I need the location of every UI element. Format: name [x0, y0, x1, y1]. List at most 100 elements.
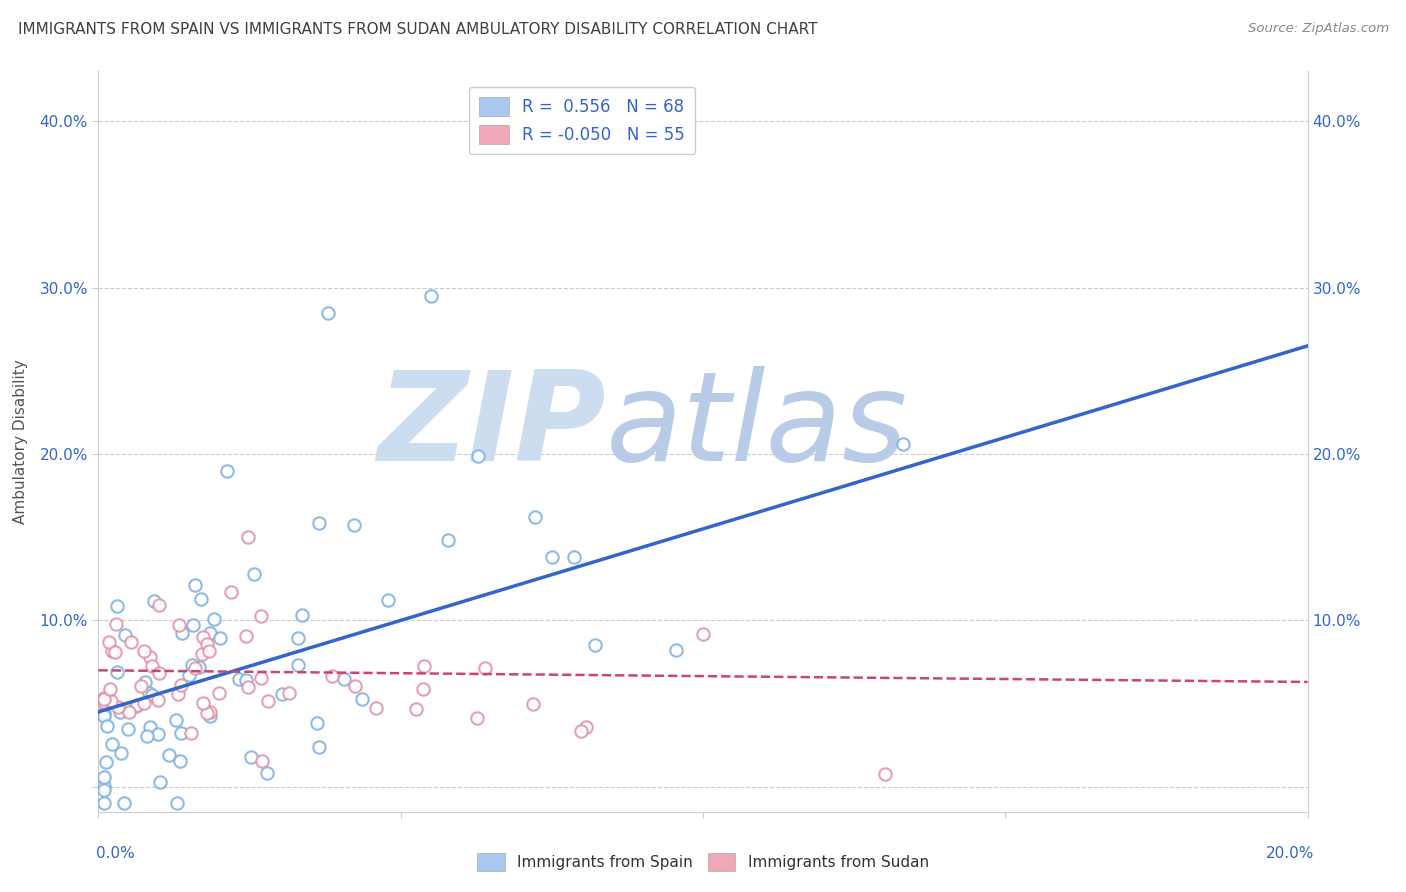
Y-axis label: Ambulatory Disability: Ambulatory Disability: [14, 359, 28, 524]
Point: [465, 711, 488, 725]
Point: [569, 724, 592, 739]
Point: [141, 658, 163, 673]
Point: [104, 645, 127, 659]
Point: [148, 727, 170, 741]
Point: [98, 681, 121, 696]
Point: [105, 599, 128, 614]
Point: [187, 659, 209, 673]
Point: [308, 739, 330, 754]
Point: [93, 690, 115, 705]
Point: [316, 305, 339, 319]
Point: [138, 650, 160, 665]
Point: [141, 688, 163, 702]
Point: [93, 691, 115, 706]
Point: [541, 550, 564, 565]
Point: [110, 705, 132, 719]
Point: [181, 658, 204, 673]
Point: [117, 723, 139, 737]
Point: [134, 644, 156, 658]
Point: [287, 632, 309, 646]
Point: [333, 672, 356, 686]
Point: [250, 672, 273, 686]
Point: [184, 661, 207, 675]
Point: [893, 437, 915, 451]
Point: [200, 708, 222, 723]
Point: [215, 464, 238, 478]
Point: [93, 782, 115, 797]
Point: [107, 699, 129, 714]
Point: [195, 637, 218, 651]
Point: [278, 686, 301, 700]
Point: [105, 665, 128, 680]
Point: [291, 607, 314, 622]
Point: [287, 657, 309, 672]
Point: [170, 678, 193, 692]
Point: [270, 688, 292, 702]
Point: [170, 626, 193, 640]
Point: [198, 705, 221, 719]
Point: [195, 706, 218, 721]
Point: [149, 775, 172, 789]
Point: [120, 635, 142, 649]
Point: [181, 618, 204, 632]
Text: 20.0%: 20.0%: [1267, 847, 1315, 861]
Legend: Immigrants from Spain, Immigrants from Sudan: Immigrants from Spain, Immigrants from S…: [471, 847, 935, 877]
Point: [93, 797, 115, 811]
Point: [139, 720, 162, 734]
Text: IMMIGRANTS FROM SPAIN VS IMMIGRANTS FROM SUDAN AMBULATORY DISABILITY CORRELATION: IMMIGRANTS FROM SPAIN VS IMMIGRANTS FROM…: [18, 22, 818, 37]
Point: [179, 667, 201, 681]
Point: [114, 628, 136, 642]
Point: [198, 626, 221, 640]
Point: [235, 629, 257, 643]
Point: [110, 746, 132, 760]
Point: [157, 747, 180, 762]
Point: [105, 616, 128, 631]
Point: [436, 533, 458, 547]
Point: [344, 679, 367, 693]
Legend: R =  0.556   N = 68, R = -0.050   N = 55: R = 0.556 N = 68, R = -0.050 N = 55: [470, 87, 695, 154]
Point: [167, 617, 190, 632]
Point: [665, 642, 688, 657]
Point: [574, 720, 596, 734]
Point: [562, 550, 585, 565]
Point: [413, 659, 436, 673]
Point: [136, 729, 159, 743]
Point: [191, 647, 214, 661]
Point: [148, 665, 170, 680]
Point: [467, 450, 489, 464]
Point: [583, 638, 606, 652]
Point: [343, 518, 366, 533]
Point: [143, 594, 166, 608]
Point: [242, 567, 264, 582]
Point: [93, 695, 115, 709]
Point: [125, 698, 148, 713]
Point: [100, 737, 122, 751]
Point: [228, 672, 250, 686]
Point: [96, 719, 118, 733]
Point: [129, 680, 152, 694]
Text: Source: ZipAtlas.com: Source: ZipAtlas.com: [1249, 22, 1389, 36]
Point: [98, 635, 121, 649]
Point: [412, 681, 434, 696]
Point: [148, 599, 170, 613]
Point: [308, 516, 330, 531]
Point: [522, 697, 544, 711]
Point: [112, 797, 135, 811]
Point: [420, 289, 443, 303]
Point: [257, 694, 280, 708]
Point: [350, 691, 373, 706]
Point: [190, 591, 212, 606]
Point: [219, 585, 242, 599]
Point: [93, 780, 115, 794]
Point: [169, 754, 191, 768]
Point: [208, 631, 231, 645]
Point: [692, 626, 714, 640]
Point: [183, 578, 205, 592]
Point: [166, 797, 188, 811]
Point: [256, 766, 278, 780]
Point: [134, 696, 156, 710]
Point: [93, 770, 115, 784]
Point: [165, 713, 187, 727]
Point: [240, 749, 263, 764]
Point: [198, 644, 221, 658]
